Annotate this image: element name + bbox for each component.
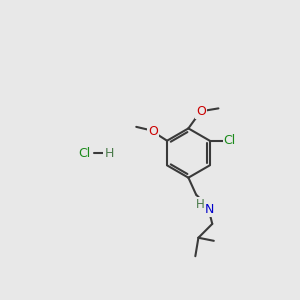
Text: Cl: Cl <box>224 134 236 147</box>
Text: O: O <box>196 105 206 118</box>
Text: O: O <box>148 125 158 138</box>
Text: N: N <box>205 203 214 216</box>
Text: H: H <box>104 146 114 160</box>
Text: Cl: Cl <box>78 146 91 160</box>
Text: H: H <box>196 198 205 211</box>
